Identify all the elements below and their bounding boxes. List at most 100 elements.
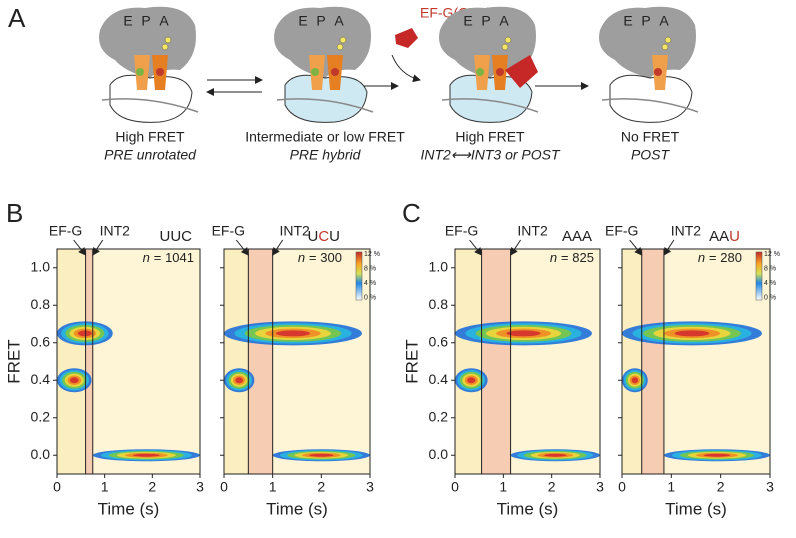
y-tick-label: 0.4: [429, 371, 449, 387]
peptide: [664, 36, 672, 44]
x-axis-label: Time (s): [497, 499, 559, 518]
density-contour: [467, 377, 476, 384]
plot-frame: [621, 248, 771, 475]
x-tick-label: 1: [269, 479, 277, 495]
event-pointer: [272, 239, 284, 256]
y-tick-label: 0.2: [429, 408, 449, 424]
codon-letter: U: [307, 228, 318, 245]
event-label: INT2: [279, 223, 310, 239]
plot-frame: [454, 248, 601, 475]
mrna: [101, 98, 199, 113]
event-pointer: [510, 239, 521, 256]
colorbar-label: 0 %: [764, 294, 776, 301]
x-tick-label: 2: [317, 479, 325, 495]
codon-letter: U: [159, 228, 170, 245]
codon-letter: A: [562, 228, 572, 245]
small-subunit: [284, 74, 368, 123]
small-subunit: [449, 74, 533, 123]
n-value: 280: [720, 250, 742, 265]
panel-label: A: [8, 3, 26, 33]
large-subunit: [274, 6, 371, 78]
x-tick-label: 3: [766, 479, 774, 495]
x-tick-label: 0: [220, 479, 228, 495]
small-subunit: [109, 74, 193, 123]
state-caption: POST: [631, 147, 671, 163]
x-tick-label: 3: [196, 479, 204, 495]
x-tick-label: 1: [499, 479, 507, 495]
y-tick-label: 0.0: [31, 446, 51, 462]
y-axis-label: FRET: [402, 339, 421, 383]
x-tick-label: 2: [548, 479, 556, 495]
y-tick-label: 0.4: [31, 371, 51, 387]
x-axis-label: Time (s): [98, 499, 160, 518]
peptide: [161, 43, 169, 51]
large-subunit: [99, 6, 196, 78]
colorbar-label: 12 %: [764, 251, 780, 258]
event-pointer: [73, 239, 87, 256]
colorbar-label: 8 %: [764, 265, 776, 272]
site-label: P: [316, 13, 325, 29]
dwell-region: [481, 249, 511, 474]
codon: UCU: [307, 228, 340, 245]
x-tick-label: 1: [667, 479, 675, 495]
x-axis-label: Time (s): [266, 499, 328, 518]
site-label: A: [159, 13, 169, 29]
peptide: [501, 43, 509, 51]
panel-label: B: [6, 198, 23, 228]
n-count: n = 300: [298, 250, 342, 265]
event-label: EF-G: [212, 223, 245, 239]
site-label: P: [481, 13, 490, 29]
n-count: n = 280: [698, 250, 742, 265]
x-tick-label: 2: [148, 479, 156, 495]
pre-event-region: [57, 249, 86, 474]
site-label: E: [298, 13, 307, 29]
x-tick-label: 2: [717, 479, 725, 495]
colorbar-label: 0 %: [364, 294, 376, 301]
codon: AAA: [562, 228, 592, 245]
pre-event-region: [622, 249, 642, 474]
site-label: P: [141, 13, 150, 29]
mrna: [601, 98, 699, 113]
y-tick-label: 0.0: [429, 446, 449, 462]
y-tick-label: 0.2: [31, 408, 51, 424]
peptide: [336, 43, 344, 51]
site-label: A: [334, 13, 344, 29]
site-label: E: [463, 13, 472, 29]
density-contour: [77, 330, 92, 337]
codon-letter: A: [572, 228, 582, 245]
colorbar-label: 8 %: [364, 265, 376, 272]
colorbar: [755, 251, 763, 301]
codon-letter: A: [709, 228, 719, 245]
y-tick-label: 0.8: [31, 296, 51, 312]
density-contour: [132, 453, 160, 457]
colorbar-label: 4 %: [364, 280, 376, 287]
codon-letter: A: [719, 228, 729, 245]
x-axis-label: Time (s): [665, 499, 727, 518]
event-pointer: [629, 239, 643, 256]
small-subunit: [609, 74, 693, 123]
event-label: EF-G: [605, 223, 638, 239]
y-tick-label: 0.6: [31, 333, 51, 349]
event-label: EF-G: [445, 223, 478, 239]
x-tick-label: 0: [618, 479, 626, 495]
y-tick-label: 0.6: [429, 333, 449, 349]
density-contour: [506, 330, 541, 337]
peptide: [164, 36, 172, 44]
codon: UUC: [159, 228, 192, 245]
site-label: E: [623, 13, 632, 29]
event-pointer: [469, 239, 483, 256]
colorbar-label: 12 %: [364, 251, 380, 258]
state-caption: PRE unrotated: [104, 147, 197, 163]
acceptor-dye: [496, 68, 504, 76]
density-contour: [235, 377, 243, 384]
peptide: [661, 43, 669, 51]
mrna: [441, 98, 539, 113]
dwell-region: [248, 249, 273, 474]
mrna: [276, 98, 374, 113]
n-value: 825: [572, 250, 594, 265]
donor-dye: [654, 68, 662, 76]
site-label: E: [123, 13, 132, 29]
density-contour: [275, 330, 311, 337]
